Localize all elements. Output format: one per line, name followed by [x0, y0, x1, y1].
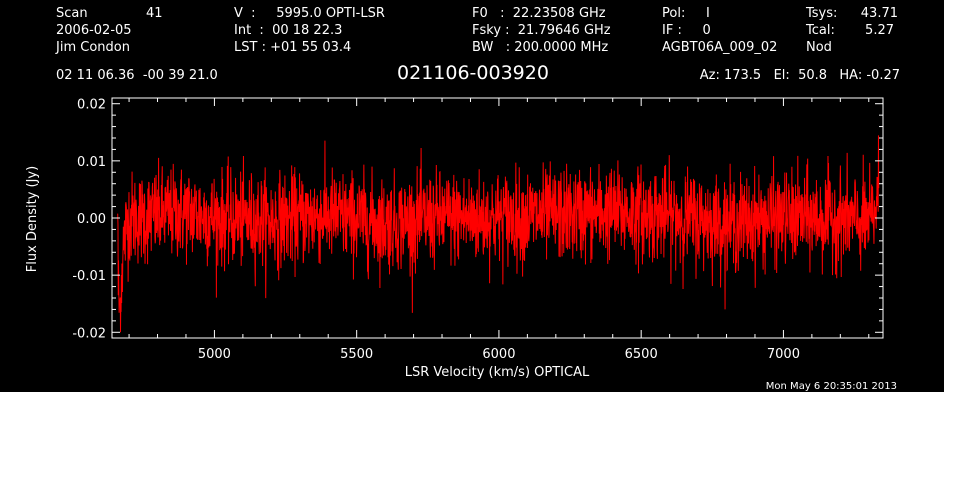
observer: Jim Condon — [55, 40, 130, 55]
spectrum-chart: Scan 41 2006-02-05 Jim Condon V : 5995.0… — [25, 6, 900, 392]
plot-window: Scan 41 2006-02-05 Jim Condon V : 5995.0… — [0, 0, 944, 392]
tcal-value: 5.27 — [865, 23, 894, 38]
bandwidth: BW : 200.0000 MHz — [472, 40, 608, 55]
scan-label: Scan — [56, 6, 88, 21]
rest-frequency: F0 : 22.23508 GHz — [472, 6, 606, 21]
y-axis-label: Flux Density (Jy) — [25, 166, 40, 272]
sky-frequency: Fsky : 21.79646 GHz — [472, 23, 611, 38]
spectrum-trace — [117, 135, 880, 333]
procedure: Nod — [806, 40, 832, 55]
x-tick-label: 6500 — [625, 347, 658, 362]
tsys-value: 43.71 — [861, 6, 898, 21]
if-number: IF : 0 — [662, 23, 711, 38]
x-tick-label: 5000 — [198, 347, 231, 362]
integration-time: Int : 00 18 22.3 — [234, 23, 342, 38]
lst-info: LST : +01 55 03.4 — [234, 40, 351, 55]
tsys-label: Tsys: — [805, 6, 837, 21]
tick-layer: 5000 5500 6000 6500 7000 -0.02 -0.01 0.00 0.01 0.… — [72, 98, 883, 362]
x-axis-label: LSR Velocity (km/s) OPTICAL — [405, 365, 590, 380]
y-tick-label: 0.02 — [77, 98, 106, 113]
scan-value: 41 — [146, 6, 163, 21]
y-tick-label: 0.00 — [77, 212, 106, 227]
polarization: Pol: I — [662, 6, 710, 21]
project-id: AGBT06A_009_02 — [662, 40, 777, 55]
velocity-info: V : 5995.0 OPTI-LSR — [234, 6, 385, 21]
plot-timestamp: Mon May 6 20:35:01 2013 — [766, 381, 897, 392]
x-tick-label: 5500 — [340, 347, 373, 362]
x-tick-label: 7000 — [767, 347, 800, 362]
y-tick-label: -0.01 — [72, 269, 106, 284]
tcal-label: Tcal: — [805, 23, 835, 38]
obs-date: 2006-02-05 — [56, 23, 132, 38]
trace-layer — [117, 135, 880, 333]
source-coordinates: 02 11 06.36 -00 39 21.0 — [56, 68, 218, 83]
source-name: 021106-003920 — [397, 62, 549, 84]
x-tick-label: 6000 — [482, 347, 515, 362]
y-tick-label: -0.02 — [72, 326, 106, 341]
y-tick-label: 0.01 — [77, 155, 106, 170]
pointing-info: Az: 173.5 El: 50.8 HA: -0.27 — [700, 68, 900, 83]
